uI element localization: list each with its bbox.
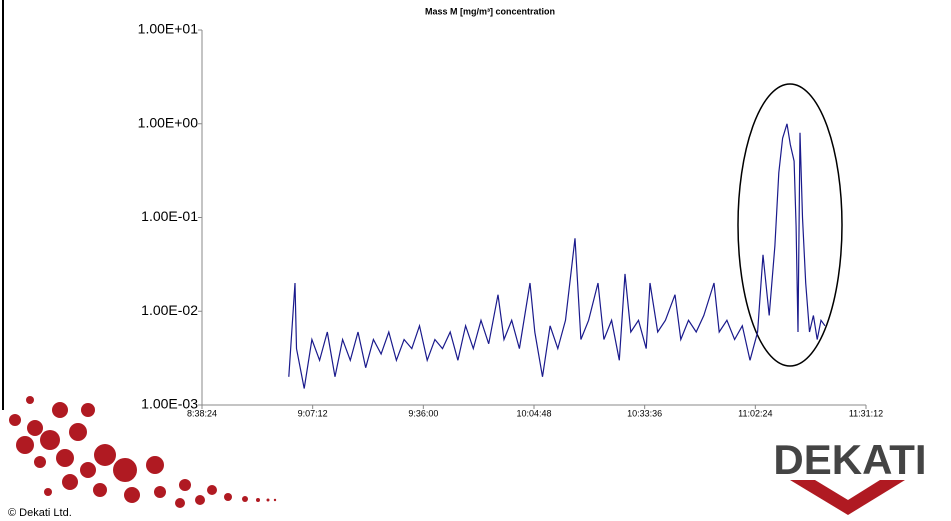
- y-tick-label: 1.00E-03: [141, 396, 198, 412]
- chart-title: Mass M [mg/m³] concentration: [425, 6, 555, 16]
- x-tick-label: 8:38:24: [187, 408, 217, 418]
- y-tick-label: 1.00E-01: [141, 208, 198, 224]
- x-tick-label: 9:36:00: [408, 408, 438, 418]
- highlight-ellipse: [737, 83, 843, 367]
- x-tick-label: 11:02:24: [738, 408, 772, 418]
- copyright: © Dekati Ltd.: [8, 507, 72, 519]
- logo-mark: [790, 480, 905, 515]
- y-tick-label: 1.00E+01: [138, 21, 199, 37]
- data-line: [288, 123, 826, 389]
- y-tick-label: 1.00E+00: [138, 114, 199, 130]
- logo-dots: [9, 396, 277, 508]
- y-tick-label: 1.00E-02: [141, 302, 198, 318]
- x-tick-label: 9:07:12: [298, 408, 328, 418]
- x-tick-label: 10:04:48: [516, 408, 551, 418]
- x-tick-label: 10:33:36: [627, 408, 662, 418]
- logo-text: DEKATI: [773, 436, 926, 483]
- x-tick-label: 11:31:12: [849, 408, 883, 418]
